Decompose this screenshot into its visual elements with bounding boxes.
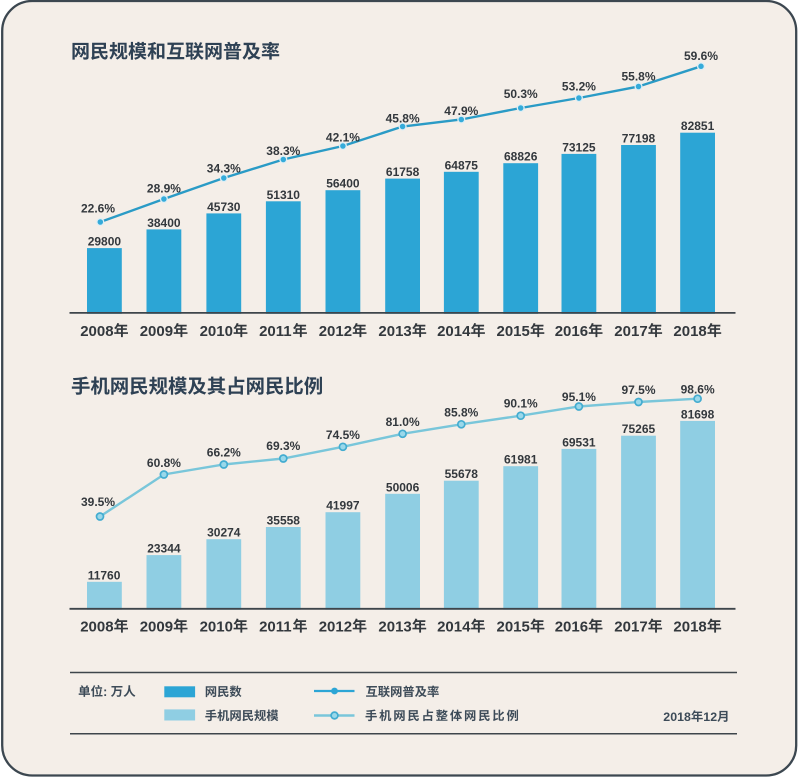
svg-text:47.9%: 47.9% (444, 104, 478, 118)
svg-text:66.2%: 66.2% (207, 446, 241, 460)
svg-text:2011: 2011 (259, 618, 292, 635)
svg-text:69531: 69531 (562, 435, 596, 449)
svg-text:98.6%: 98.6% (681, 383, 715, 397)
svg-text:50.3%: 50.3% (504, 87, 538, 101)
svg-text:75265: 75265 (622, 422, 656, 436)
svg-text:61758: 61758 (386, 165, 420, 179)
svg-text:55678: 55678 (445, 467, 479, 481)
svg-text:2016: 2016 (555, 618, 588, 635)
svg-text:61981: 61981 (504, 453, 538, 467)
svg-text:29800: 29800 (88, 235, 122, 249)
svg-text:23344: 23344 (147, 542, 181, 556)
svg-text:90.1%: 90.1% (504, 397, 538, 411)
svg-text:38.3%: 38.3% (266, 144, 300, 158)
svg-text:64875: 64875 (445, 158, 479, 172)
svg-text:95.1%: 95.1% (562, 390, 596, 404)
svg-text:55.8%: 55.8% (622, 70, 656, 84)
svg-text:2012: 2012 (319, 618, 352, 635)
svg-text:2010: 2010 (200, 618, 233, 635)
svg-text:28.9%: 28.9% (147, 182, 181, 196)
svg-text:2009: 2009 (140, 323, 173, 340)
svg-text:97.5%: 97.5% (622, 383, 656, 397)
svg-text:41997: 41997 (326, 499, 360, 513)
svg-text:11760: 11760 (88, 568, 121, 582)
svg-text:56400: 56400 (326, 177, 360, 191)
svg-text:74.5%: 74.5% (326, 428, 360, 442)
svg-text:53.2%: 53.2% (562, 79, 596, 93)
svg-text:2016: 2016 (555, 323, 588, 340)
svg-text:34.3%: 34.3% (207, 162, 241, 176)
svg-text:2013: 2013 (378, 618, 411, 635)
svg-text:35558: 35558 (267, 514, 301, 528)
svg-text:39.5%: 39.5% (81, 495, 115, 509)
svg-text:2008: 2008 (80, 618, 113, 635)
svg-text:2012: 2012 (319, 323, 352, 340)
svg-text:50006: 50006 (386, 480, 420, 494)
svg-text:22.6%: 22.6% (81, 202, 115, 216)
svg-text:81698: 81698 (681, 407, 715, 421)
svg-text:2014: 2014 (437, 618, 471, 635)
svg-text:69.3%: 69.3% (266, 439, 300, 453)
svg-text:73125: 73125 (562, 140, 596, 154)
svg-text:2017: 2017 (614, 323, 647, 340)
svg-text:2015: 2015 (497, 323, 530, 340)
svg-text:42.1%: 42.1% (326, 130, 360, 144)
svg-text:2013: 2013 (378, 323, 411, 340)
svg-text:81.0%: 81.0% (386, 415, 420, 429)
svg-text:38400: 38400 (147, 216, 181, 230)
svg-text:2018: 2018 (673, 323, 706, 340)
svg-text:51310: 51310 (267, 188, 301, 202)
svg-text:30274: 30274 (207, 526, 241, 540)
svg-text:77198: 77198 (622, 132, 656, 146)
svg-text:2009: 2009 (140, 618, 173, 635)
svg-text:59.6%: 59.6% (684, 49, 718, 63)
svg-text:2011: 2011 (259, 323, 292, 340)
svg-text:85.8%: 85.8% (444, 405, 478, 419)
svg-text:45730: 45730 (207, 200, 241, 214)
svg-text:2010: 2010 (200, 323, 233, 340)
svg-text:2008: 2008 (80, 323, 113, 340)
svg-text:2018: 2018 (673, 618, 706, 635)
svg-text:2014: 2014 (437, 323, 471, 340)
svg-text:45.8%: 45.8% (386, 112, 420, 126)
svg-text:82851: 82851 (681, 119, 715, 133)
svg-text::: : (103, 685, 107, 699)
svg-text:60.8%: 60.8% (147, 456, 181, 470)
svg-text:2017: 2017 (614, 618, 647, 635)
svg-text:2018: 2018 (663, 710, 691, 724)
svg-text:12: 12 (703, 710, 717, 724)
svg-text:68826: 68826 (504, 150, 538, 164)
svg-text:2015: 2015 (497, 618, 530, 635)
